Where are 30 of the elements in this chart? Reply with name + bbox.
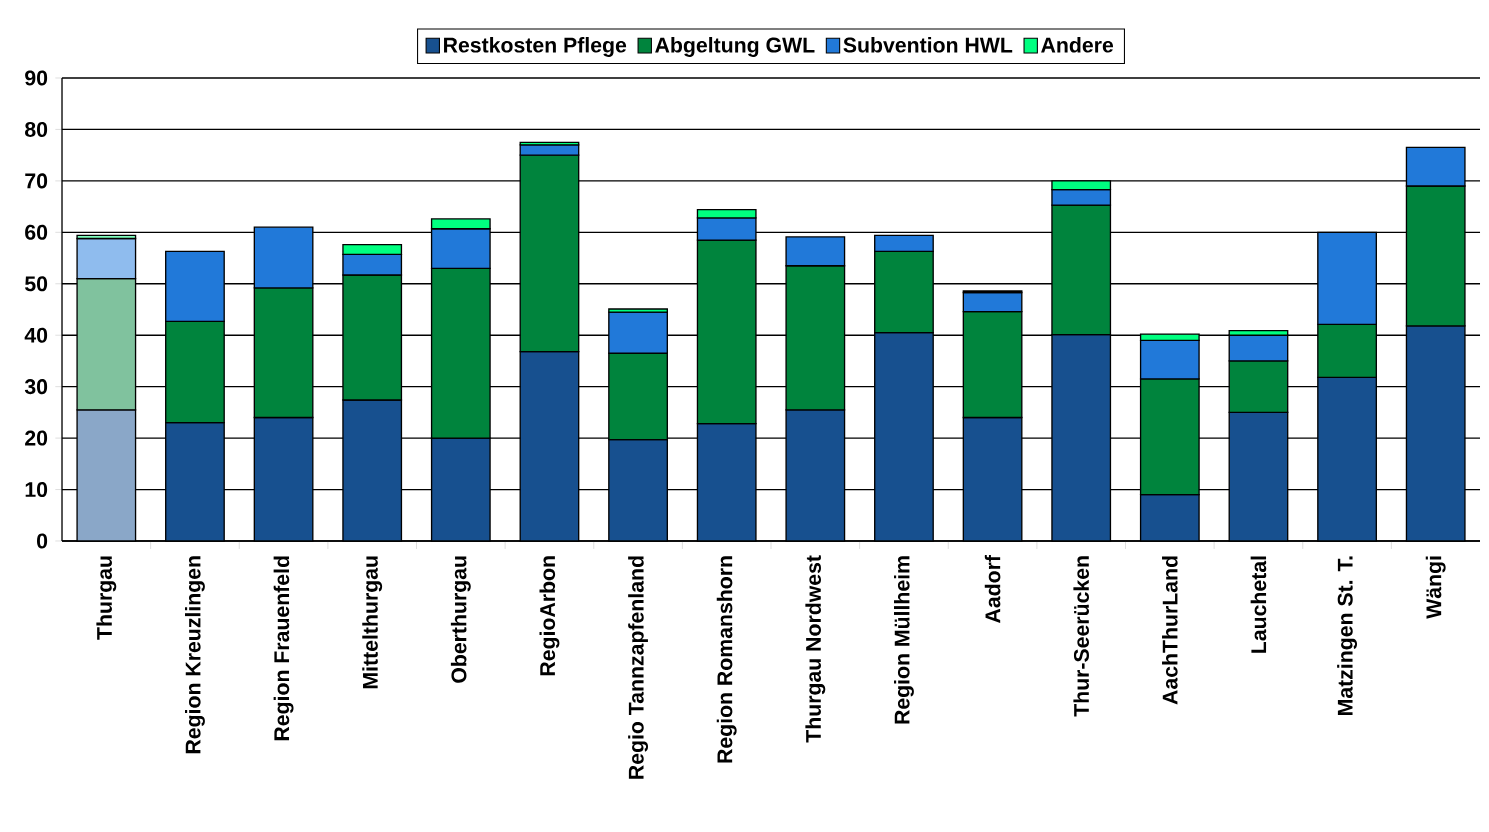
y-tick-label: 0	[37, 533, 48, 549]
x-tick-label: Region Frauenfeld	[273, 556, 294, 741]
x-tick-label: Thurgau	[96, 556, 117, 640]
x-tick-label: Thurgau Nordwest	[805, 555, 826, 743]
x-tick-label: Regio Tannzapfenland	[628, 556, 649, 779]
x-tick-label: Mittelthurgau	[362, 556, 383, 689]
x-tick-label: RegioArbon	[539, 556, 560, 676]
x-tick-label: Lauchetal	[1250, 556, 1267, 653]
y-tick-label: 20	[25, 430, 48, 446]
x-tick-label: Region Romanshorn	[716, 556, 737, 763]
x-tick-label: AachThurLand	[1162, 556, 1178, 705]
x-tick-label: Aadorf	[984, 554, 1001, 623]
x-tick-label: Oberthurgau	[450, 556, 471, 683]
x-tick-label: Wängi	[1425, 556, 1446, 619]
y-tick-label: 70	[25, 173, 48, 189]
x-tick-label: Region Kreuzlingen	[185, 556, 205, 754]
x-tick-label: Region Müllheim	[894, 556, 914, 724]
legend-label: Restkosten Pflege	[444, 37, 627, 57]
y-tick-label: 50	[25, 276, 48, 292]
y-tick-label: 30	[24, 379, 48, 395]
x-tick-label: Matzingen St. T.	[1337, 556, 1358, 715]
legend-label: Abgeltung GWL	[655, 37, 815, 57]
legend-label: Subvention HWL	[843, 37, 1013, 53]
y-tick-label: 90	[25, 70, 48, 86]
y-tick-label: 80	[25, 121, 48, 137]
y-tick-label: 10	[25, 482, 48, 498]
y-tick-label: 60	[25, 224, 48, 240]
x-tick-label: Thur-Seerücken	[1073, 556, 1089, 717]
y-tick-label: 40	[24, 327, 48, 343]
legend-label: Andere	[1041, 37, 1114, 53]
